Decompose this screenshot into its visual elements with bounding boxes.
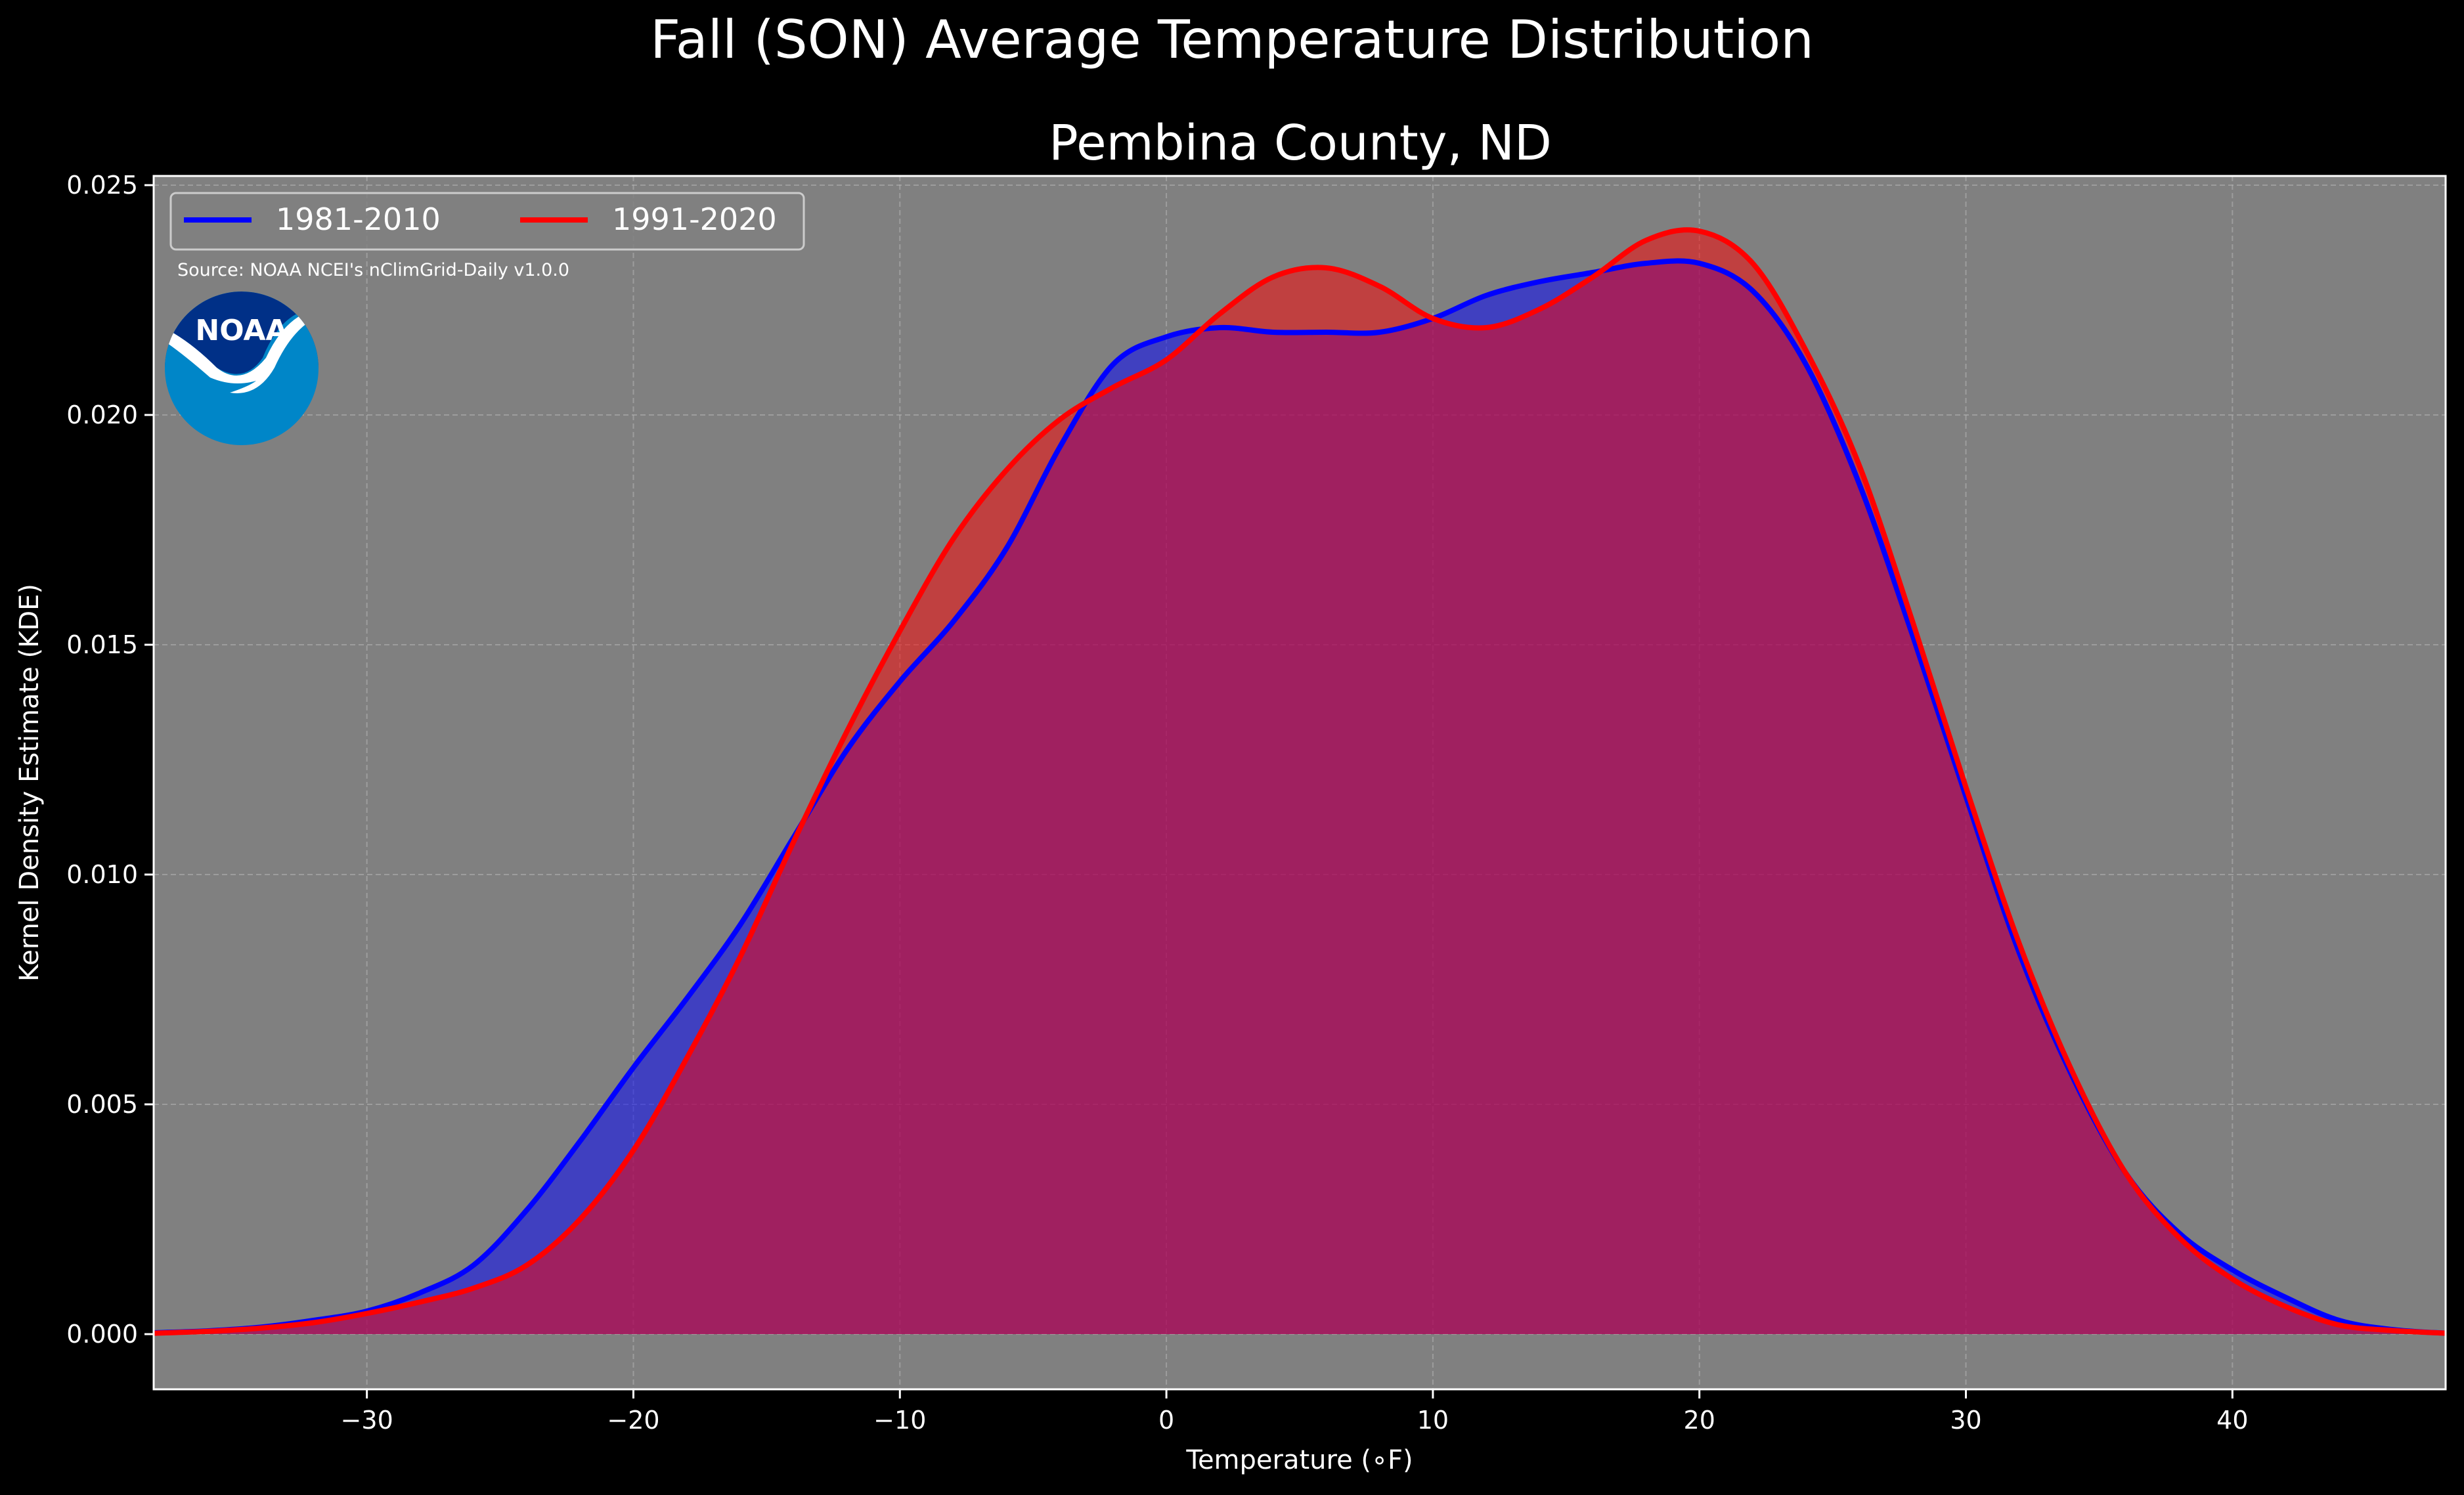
series-line-1981-2010 [153,258,2446,1336]
x-tick-label: −20 [607,1406,659,1435]
x-tick-label: 30 [1950,1406,1981,1435]
y-tick-label: 0.010 [66,860,138,889]
noaa-logo-dome [165,292,319,374]
y-tick-label: 0.005 [66,1090,138,1119]
series-line-1991-2020 [153,227,2446,1336]
series-lines [153,227,2446,1336]
x-tick-label: 0 [1158,1406,1174,1435]
y-tick-label: 0.025 [66,171,138,200]
legend: 1981-2010 1991-2020 [169,192,805,251]
x-tick-label: −30 [341,1406,393,1435]
y-tick-label: 0.000 [66,1320,138,1349]
x-axis-label: Temperature (∘F) [1185,1445,1413,1475]
x-tick-label: 10 [1417,1406,1449,1435]
y-axis-ticks: 0.000 0.005 0.010 0.015 0.020 0.025 [66,171,154,1349]
legend-label-1981-2010: 1981-2010 [276,202,441,237]
source-note: Source: NOAA NCEI's nClimGrid-Daily v1.0… [177,260,569,280]
legend-box [169,192,805,251]
y-tick-label: 0.015 [66,630,138,659]
noaa-logo-text: NOAA [195,314,288,347]
plot-area [152,175,2447,1391]
y-axis-label: Kernel Density Estimate (KDE) [14,584,45,982]
x-tick-label: 40 [2216,1406,2248,1435]
figure-suptitle: Fall (SON) Average Temperature Distribut… [650,9,1814,70]
axes-frame [152,175,2447,1391]
x-axis-ticks: −30 −20 −10 0 10 20 30 40 [341,1389,2249,1435]
x-tick-label: −10 [873,1406,926,1435]
x-tick-label: 20 [1684,1406,1715,1435]
y-tick-label: 0.020 [66,401,138,429]
legend-label-1991-2020: 1991-2020 [612,202,777,237]
chart-title: Pembina County, ND [1049,115,1552,171]
noaa-logo: NOAA [165,292,319,445]
